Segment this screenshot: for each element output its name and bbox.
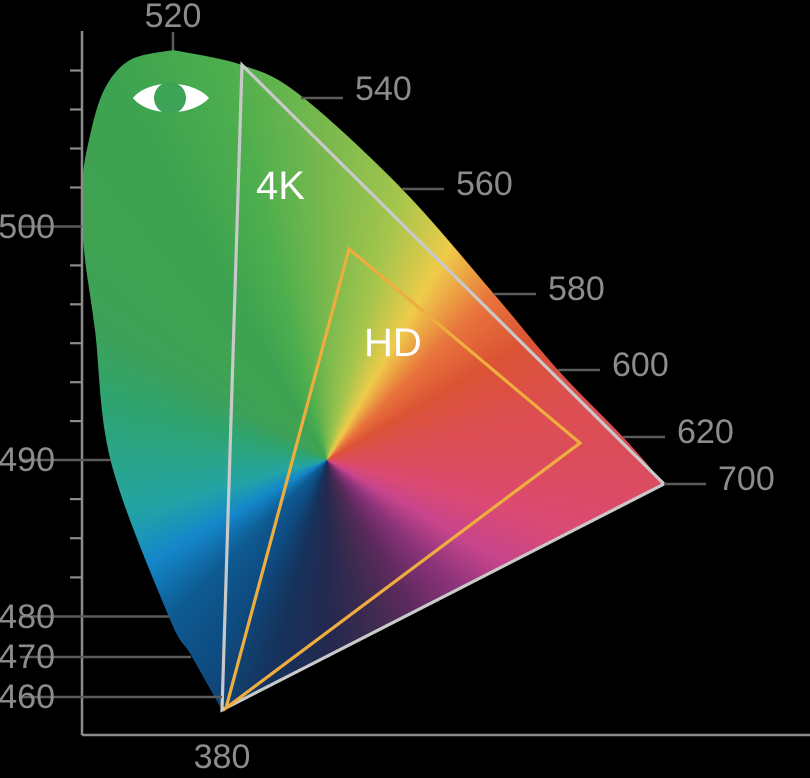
svg-text:HD: HD	[364, 321, 422, 365]
svg-text:700: 700	[718, 460, 775, 498]
svg-text:600: 600	[612, 346, 669, 384]
svg-text:540: 540	[355, 70, 412, 108]
svg-text:480: 480	[0, 598, 55, 636]
svg-text:470: 470	[0, 638, 55, 676]
svg-text:4K: 4K	[256, 164, 305, 208]
svg-text:500: 500	[0, 208, 55, 246]
svg-text:380: 380	[194, 738, 251, 776]
svg-text:560: 560	[456, 165, 513, 203]
svg-text:520: 520	[145, 0, 202, 35]
svg-text:460: 460	[0, 678, 55, 716]
svg-text:580: 580	[548, 270, 605, 308]
svg-text:620: 620	[677, 413, 734, 451]
svg-text:490: 490	[0, 441, 55, 479]
